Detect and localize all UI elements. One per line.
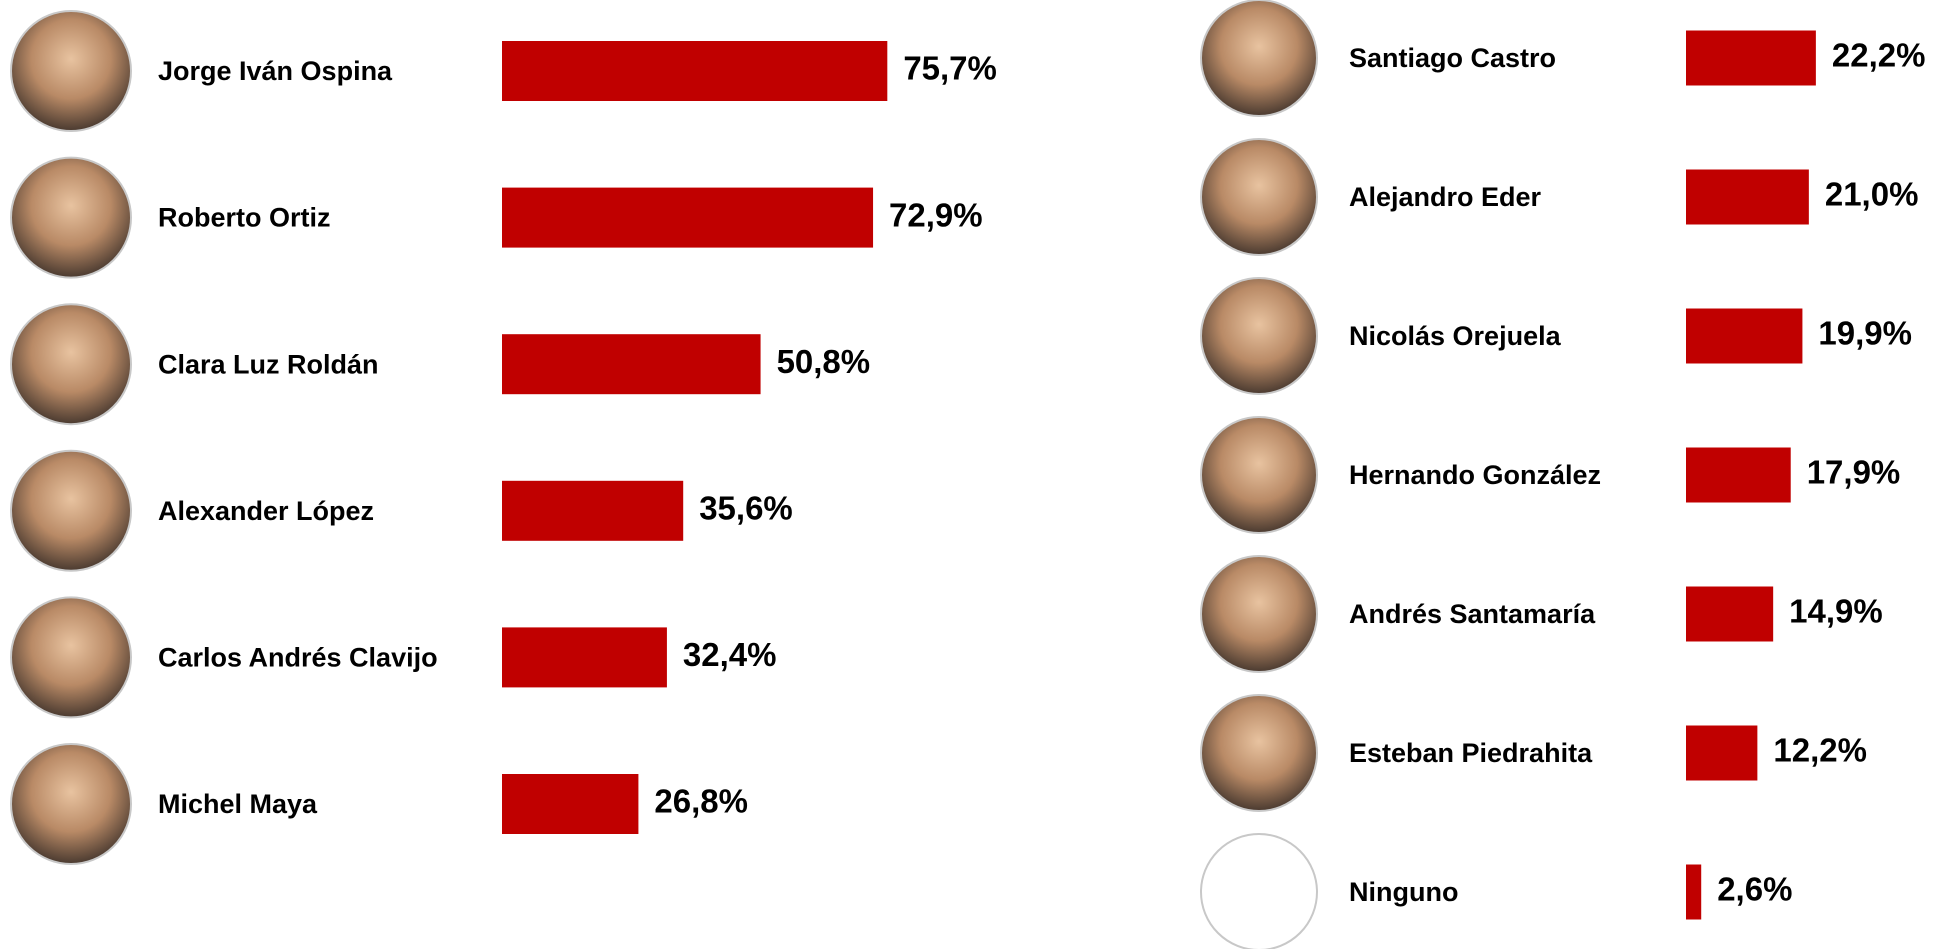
- candidate-photo: [10, 596, 132, 719]
- bar: [1686, 30, 1816, 86]
- value-label: 72,9%: [889, 196, 983, 233]
- value-label: 12,2%: [1773, 732, 1867, 769]
- bar: [1686, 586, 1774, 642]
- bar: [502, 774, 639, 834]
- value-label: 35,6%: [699, 490, 793, 527]
- candidate-photo: [10, 156, 132, 279]
- candidate-name: Alexander López: [158, 496, 374, 526]
- value-label: 17,9%: [1807, 454, 1901, 491]
- bar: [502, 187, 874, 248]
- bar: [502, 334, 761, 395]
- value-label: 75,7%: [903, 50, 997, 87]
- candidate-photo: [10, 10, 132, 132]
- candidate-name: Ninguno: [1349, 877, 1458, 907]
- value-label: 50,8%: [777, 343, 871, 380]
- candidate-name: Andrés Santamaría: [1349, 599, 1596, 629]
- bar: [502, 627, 667, 688]
- candidate-name: Nicolás Orejuela: [1349, 321, 1562, 351]
- bar: [1686, 447, 1791, 503]
- candidate-photo: [1200, 0, 1318, 117]
- candidate-name: Clara Luz Roldán: [158, 349, 379, 379]
- candidate-name: Carlos Andrés Clavijo: [158, 643, 438, 673]
- candidate-name: Jorge Iván Ospina: [158, 56, 393, 86]
- candidate-photo: [1200, 694, 1318, 812]
- value-label: 14,9%: [1789, 593, 1883, 630]
- candidate-name: Roberto Ortiz: [158, 203, 331, 233]
- candidate-name: Hernando González: [1349, 460, 1601, 490]
- bar: [502, 41, 888, 101]
- candidate-photo: [1200, 277, 1318, 395]
- bar: [502, 480, 684, 541]
- value-label: 21,0%: [1825, 176, 1919, 213]
- candidate-photo: [1200, 833, 1318, 949]
- candidate-photo: [1200, 555, 1318, 673]
- candidate-name: Michel Maya: [158, 789, 318, 819]
- candidate-photo: [10, 303, 132, 426]
- bar: [1686, 308, 1803, 364]
- value-label: 19,9%: [1818, 315, 1912, 352]
- value-label: 26,8%: [654, 783, 748, 820]
- candidate-photo: [10, 449, 132, 572]
- value-label: 32,4%: [683, 636, 777, 673]
- candidate-name: Santiago Castro: [1349, 43, 1556, 73]
- candidate-photo: [1200, 138, 1318, 256]
- bar: [1686, 169, 1809, 225]
- candidate-name: Alejandro Eder: [1349, 182, 1542, 212]
- value-label: 2,6%: [1717, 871, 1792, 908]
- value-label: 22,2%: [1832, 37, 1926, 74]
- candidate-photo: [10, 743, 132, 865]
- candidate-photo: [1200, 416, 1318, 534]
- candidate-name: Esteban Piedrahita: [1349, 738, 1593, 768]
- bar: [1686, 725, 1758, 781]
- bar: [1686, 864, 1702, 920]
